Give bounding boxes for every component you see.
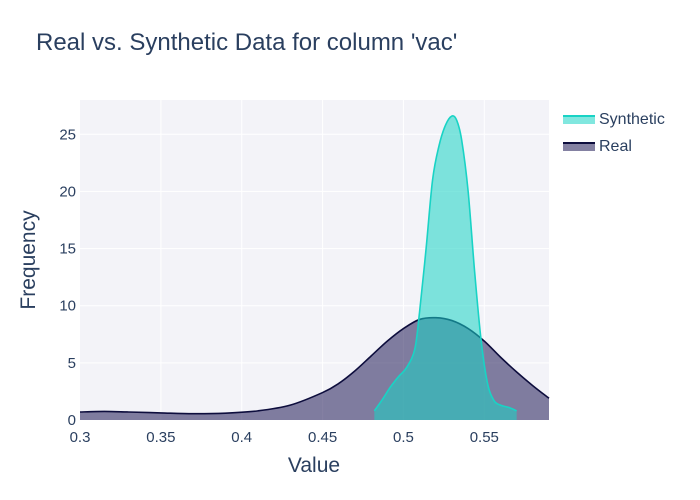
y-axis-title: Frequency <box>17 210 40 310</box>
legend-item-real[interactable]: Real <box>563 138 632 155</box>
x-axis-title: Value <box>288 454 340 477</box>
series-line-synthetic <box>373 115 517 412</box>
x-tick-label: 0.5 <box>393 429 414 446</box>
legend-label-real: Real <box>599 138 632 155</box>
series-line-real <box>79 316 550 415</box>
y-tick-label: 20 <box>59 183 76 200</box>
x-tick-label: 0.35 <box>146 429 175 446</box>
legend-item-synthetic[interactable]: Synthetic <box>563 111 665 128</box>
legend-swatch-real <box>563 143 595 151</box>
x-tick-label: 0.3 <box>70 429 91 446</box>
legend-label-synthetic: Synthetic <box>599 111 665 128</box>
y-tick-label: 10 <box>59 298 76 315</box>
x-tick-label: 0.4 <box>231 429 252 446</box>
x-tick-label: 0.45 <box>308 429 337 446</box>
legend-swatch-synthetic <box>563 116 595 124</box>
x-tick-label: 0.55 <box>470 429 499 446</box>
y-tick-label: 15 <box>59 241 76 258</box>
series-layer <box>79 115 550 421</box>
y-tick-label: 25 <box>59 126 76 143</box>
chart-title: Real vs. Synthetic Data for column 'vac' <box>36 29 457 56</box>
legend[interactable]: Synthetic Real <box>563 111 665 155</box>
x-axis-ticks: 0.3 0.35 0.4 0.45 0.5 0.55 <box>70 429 499 446</box>
y-axis-ticks: 0 5 10 15 20 25 <box>59 126 76 429</box>
y-tick-label: 0 <box>68 412 76 429</box>
y-tick-label: 5 <box>68 355 76 372</box>
